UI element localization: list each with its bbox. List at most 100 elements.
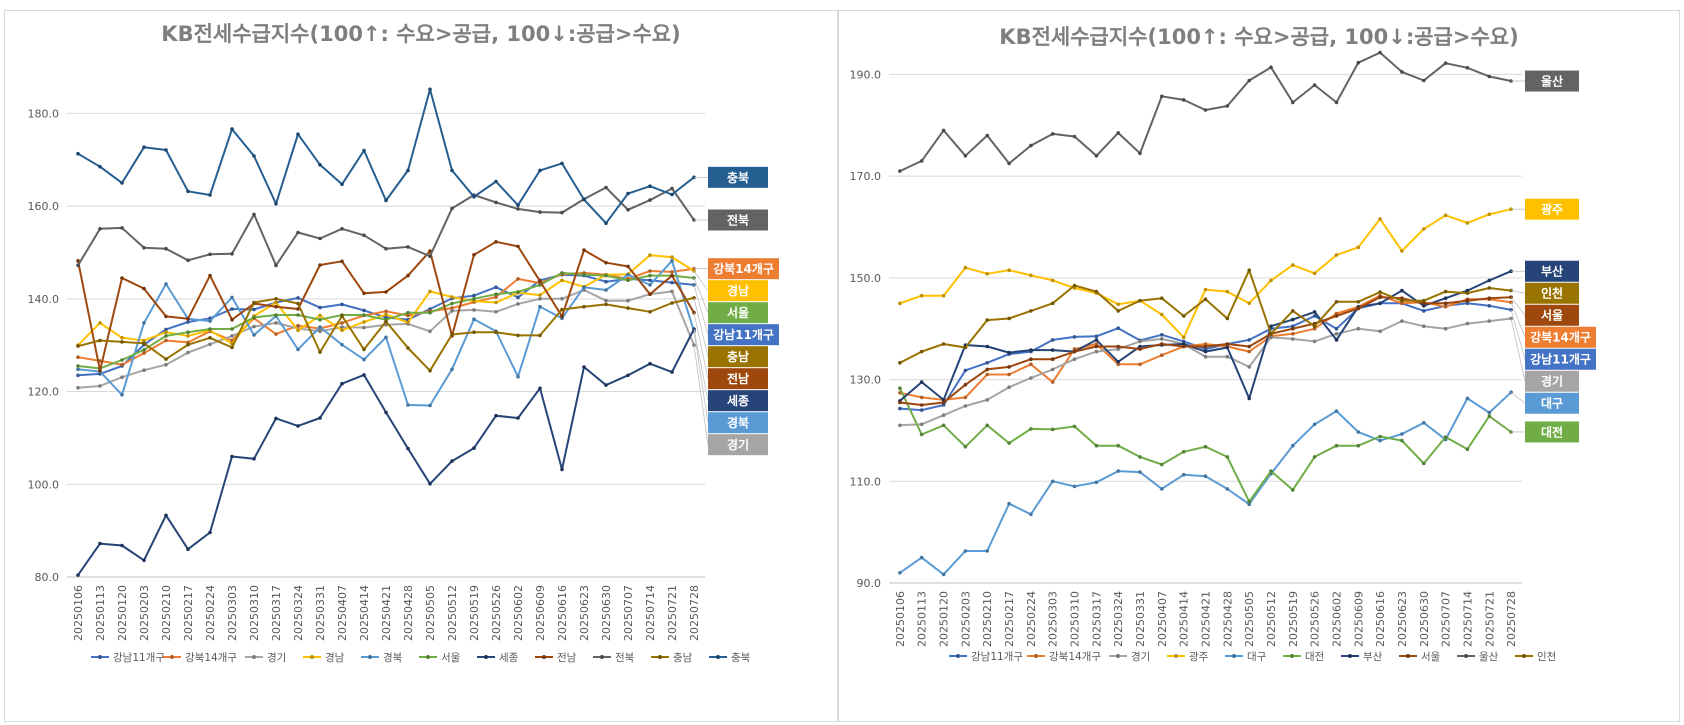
data-point-경남 bbox=[340, 329, 344, 333]
legend-label: 강북14개구 bbox=[1049, 651, 1101, 663]
y-tick-label: 190.0 bbox=[850, 68, 882, 81]
data-point-서울 bbox=[560, 271, 564, 275]
data-point-세종 bbox=[208, 531, 212, 535]
data-point-서울 bbox=[230, 327, 234, 331]
data-point-서울 bbox=[964, 383, 968, 387]
data-point-인천 bbox=[1378, 290, 1382, 294]
data-point-충남 bbox=[142, 342, 146, 346]
data-point-전북 bbox=[98, 227, 102, 231]
data-point-서울 bbox=[472, 297, 476, 301]
data-point-광주 bbox=[1029, 274, 1033, 278]
data-point-인천 bbox=[1007, 317, 1011, 321]
data-point-대구 bbox=[920, 556, 924, 560]
data-point-경기 bbox=[428, 330, 432, 334]
data-point-경북 bbox=[450, 368, 454, 372]
data-point-강남11개구 bbox=[920, 408, 924, 412]
data-point-대전 bbox=[1029, 427, 1033, 431]
legend-marker bbox=[542, 655, 546, 659]
x-tick-label: 20250331 bbox=[1134, 591, 1147, 647]
data-point-전남 bbox=[142, 287, 146, 291]
legend-label: 강남11개구 bbox=[971, 651, 1023, 663]
data-point-충북 bbox=[538, 169, 542, 173]
data-point-대구 bbox=[898, 571, 902, 575]
data-point-충북 bbox=[626, 192, 630, 196]
data-point-울산 bbox=[1116, 131, 1120, 135]
legend-label: 인천 bbox=[1537, 651, 1556, 663]
data-point-대구 bbox=[1073, 485, 1077, 489]
data-point-충북 bbox=[98, 165, 102, 169]
data-point-서울 bbox=[450, 302, 454, 306]
end-label-text: 전남 bbox=[727, 371, 749, 386]
data-point-충남 bbox=[318, 350, 322, 354]
data-point-충남 bbox=[582, 305, 586, 309]
data-point-대전 bbox=[1116, 444, 1120, 448]
data-point-강남11개구 bbox=[1247, 338, 1251, 342]
data-point-인천 bbox=[1357, 300, 1361, 304]
data-point-충남 bbox=[186, 343, 190, 347]
data-point-울산 bbox=[1269, 66, 1273, 70]
data-point-서울 bbox=[648, 274, 652, 278]
x-tick-label: 20250203 bbox=[138, 585, 151, 641]
x-tick-label: 20250106 bbox=[72, 585, 85, 641]
end-label-text: 전북 bbox=[727, 213, 749, 228]
legend-marker bbox=[600, 655, 604, 659]
data-point-강북14개구 bbox=[1138, 363, 1142, 367]
data-point-전북 bbox=[76, 264, 80, 268]
data-point-서울 bbox=[318, 318, 322, 322]
data-point-세종 bbox=[120, 544, 124, 548]
legend-marker bbox=[1232, 654, 1236, 658]
data-point-세종 bbox=[318, 416, 322, 420]
legend-item-세종: 세종 bbox=[477, 652, 519, 664]
data-point-광주 bbox=[1051, 279, 1055, 283]
data-point-서울 bbox=[1138, 347, 1142, 351]
data-point-전남 bbox=[582, 248, 586, 252]
data-point-인천 bbox=[985, 318, 989, 322]
data-point-충북 bbox=[208, 193, 212, 197]
x-tick-label: 20250310 bbox=[1069, 591, 1082, 647]
end-label-text: 강북14개구 bbox=[1530, 331, 1591, 345]
legend-marker bbox=[1116, 654, 1120, 658]
y-tick-label: 160.0 bbox=[28, 200, 60, 213]
data-point-광주 bbox=[1488, 213, 1492, 217]
data-point-대전 bbox=[1160, 463, 1164, 467]
data-point-세종 bbox=[428, 482, 432, 486]
x-tick-label: 20250630 bbox=[600, 585, 613, 641]
data-point-전북 bbox=[142, 246, 146, 250]
end-label-text: 경남 bbox=[727, 283, 749, 298]
leader-line bbox=[1511, 297, 1525, 315]
y-tick-label: 100.0 bbox=[28, 478, 60, 491]
data-point-경기 bbox=[560, 297, 564, 301]
data-point-울산 bbox=[1335, 101, 1339, 105]
data-point-대구 bbox=[1400, 432, 1404, 436]
end-label-text: 충남 bbox=[727, 349, 749, 364]
x-tick-label: 20250210 bbox=[160, 585, 173, 641]
data-point-충남 bbox=[76, 344, 80, 348]
data-point-서울 bbox=[406, 311, 410, 315]
data-point-충남 bbox=[384, 320, 388, 324]
data-point-경기 bbox=[208, 343, 212, 347]
data-point-강북14개구 bbox=[142, 351, 146, 355]
data-point-울산 bbox=[1422, 79, 1426, 83]
data-point-충남 bbox=[164, 357, 168, 361]
data-point-울산 bbox=[1029, 144, 1033, 148]
data-point-대전 bbox=[1488, 414, 1492, 418]
data-point-전북 bbox=[230, 252, 234, 256]
x-tick-label: 20250310 bbox=[248, 585, 261, 641]
data-point-광주 bbox=[1160, 313, 1164, 317]
data-point-인천 bbox=[1247, 268, 1251, 272]
data-point-전북 bbox=[450, 207, 454, 211]
x-tick-label: 20250120 bbox=[938, 591, 951, 647]
data-point-충북 bbox=[362, 149, 366, 153]
data-point-충북 bbox=[450, 169, 454, 173]
x-tick-label: 20250224 bbox=[1025, 591, 1038, 647]
x-tick-label: 20250217 bbox=[1003, 591, 1016, 647]
data-point-경기 bbox=[120, 375, 124, 379]
data-point-경북 bbox=[120, 393, 124, 397]
data-point-경북 bbox=[164, 282, 168, 286]
data-point-경기 bbox=[472, 308, 476, 312]
legend-item-광주: 광주 bbox=[1167, 651, 1209, 663]
data-point-충북 bbox=[142, 145, 146, 149]
data-point-강북14개구 bbox=[1160, 353, 1164, 357]
data-point-대구 bbox=[1182, 473, 1186, 477]
data-point-충북 bbox=[186, 190, 190, 194]
